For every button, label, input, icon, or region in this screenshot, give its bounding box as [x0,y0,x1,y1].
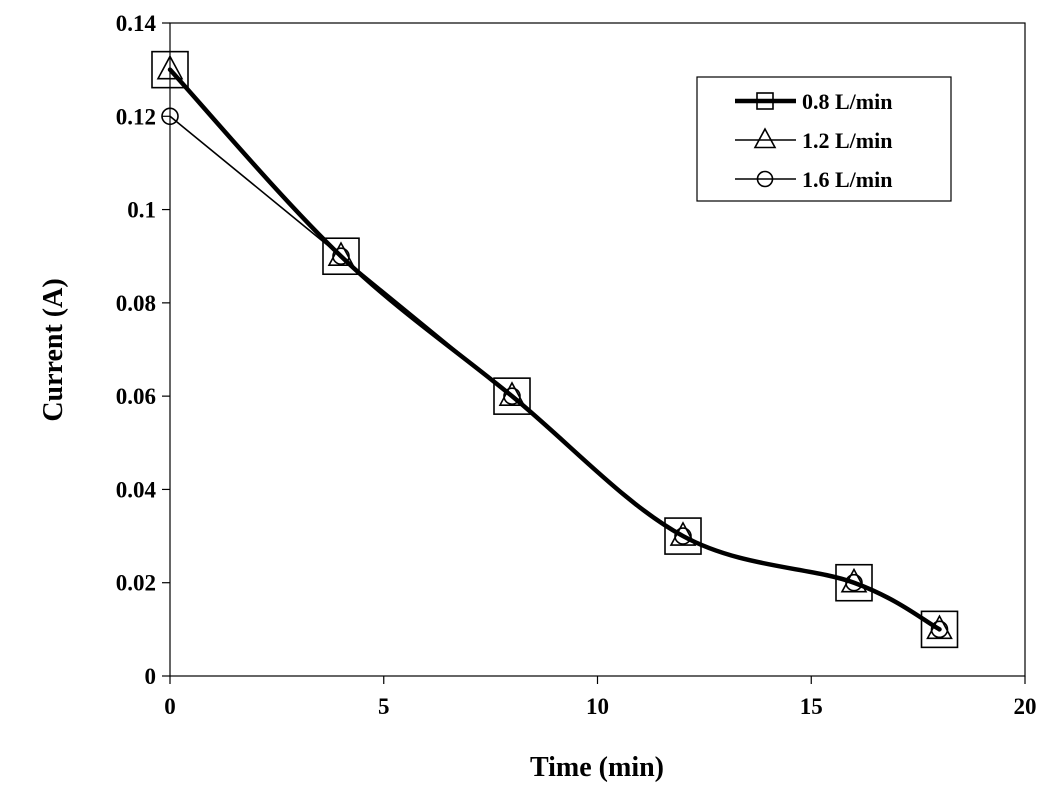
data-point-circle [674,527,692,545]
data-point-square [322,237,360,276]
y-tick-label: 0 [145,664,157,689]
legend-box [696,76,952,202]
data-point-square [151,50,189,89]
y-tick-label: 0.12 [116,104,156,129]
data-point-triangle [156,54,184,80]
x-tick-label: 10 [586,694,609,719]
y-tick-label: 0.08 [116,291,156,316]
legend-marker-circle [756,170,774,188]
y-tick-label: 0.06 [116,384,156,409]
y-tick-label: 0.1 [127,198,156,223]
legend-label: 1.6 L/min [802,167,892,192]
data-point-triangle [498,381,526,406]
y-tick-label: 0.04 [116,477,157,502]
data-point-triangle [669,521,697,546]
legend-marker-square [756,92,774,110]
x-axis: 0 5 10 15 20 [164,676,1037,719]
data-point-circle [930,620,949,639]
data-point-circle [503,387,521,405]
x-tick-label: 15 [800,694,823,719]
series-markers [151,50,959,649]
x-tick-label: 5 [378,694,390,719]
data-point-square [920,610,959,649]
data-point-triangle [840,567,868,593]
y-axis: 0 0.02 0.04 0.06 0.08 0.1 0.12 0.14 [116,11,170,689]
data-point-square [664,517,702,555]
legend-entry: 1.2 L/min [735,127,892,153]
legend-label: 0.8 L/min [802,89,892,114]
data-point-square [835,563,873,602]
legend-marker-triangle [753,127,777,149]
data-point-square [493,377,531,415]
x-axis-title: Time (min) [530,752,664,783]
legend-entry: 1.6 L/min [735,167,892,192]
y-tick-label: 0.14 [116,11,157,36]
data-point-circle [161,107,179,126]
data-point-triangle [926,614,953,640]
legend-label: 1.2 L/min [802,128,892,153]
y-tick-label: 0.02 [116,571,156,596]
legend: 0.8 L/min 1.2 L/min 1.6 L/min [696,76,952,202]
data-point-triangle [327,241,355,267]
series-line-1 [167,67,942,632]
x-tick-label: 0 [164,694,176,719]
y-axis-title: Current (A) [38,278,69,421]
x-tick-label: 20 [1014,694,1037,719]
data-point-circle [332,247,350,266]
series-lines [167,67,942,632]
legend-entry: 0.8 L/min [735,89,892,114]
data-point-circle [845,573,863,592]
